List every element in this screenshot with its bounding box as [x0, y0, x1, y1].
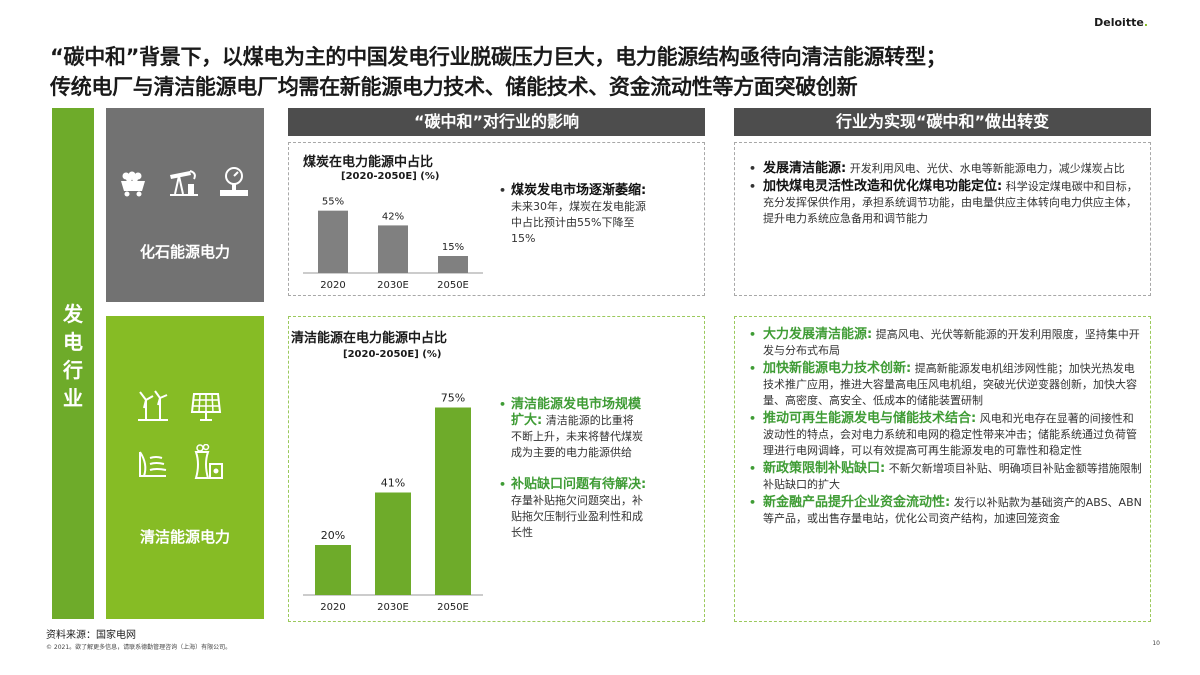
clean-change-list: • 大力发展清洁能源: 提高风电、光伏等新能源的开发利用限度，坚持集中开发与分布式…	[749, 327, 1142, 529]
list-item: • 推动可再生能源发电与储能技术结合: 风电和光电存在显著的间接性和波动性的特点，…	[749, 411, 1137, 457]
nuclear-plant-icon	[194, 444, 223, 479]
coal-cart-icon	[121, 171, 145, 197]
clean-power-block: 清洁能源电力	[106, 316, 264, 619]
power-industry-bar: 发 电 行 业	[52, 108, 94, 619]
data-label-2020: 20%	[321, 529, 345, 542]
clean-impact-item-2: • 补贴缺口问题有待解决: 存量补贴拖欠问题突出，补 贴拖欠压制行业盈利性和成 …	[499, 477, 647, 539]
impact-header: “碳中和”对行业的影响	[288, 108, 705, 136]
title-line-2: 传统电厂与清洁能源电厂均需在新能源电力技术、储能技术、资金流动性等方面突破创新	[50, 75, 858, 99]
fossil-change-list: • 发展清洁能源: 开发利用风电、光伏、水电等新能源电力，减少煤炭占比 • 加快煤电…	[749, 161, 1142, 229]
bar-2050E	[438, 256, 468, 273]
tick-label-2050E: 2050E	[437, 280, 469, 291]
tick-label-2020: 2020	[320, 280, 345, 291]
list-item: • 加快新能源电力技术创新: 提高新能源发电机组涉网性能；加快光热发电技术推广应用…	[749, 361, 1137, 407]
data-label-2050E: 75%	[441, 392, 465, 405]
bar-2030E	[378, 225, 408, 273]
list-item: • 加快煤电灵活性改造和优化煤电功能定位: 科学设定煤电碳中和目标，充分发挥保供作…	[749, 179, 1138, 225]
clean-chart-subtitle: [2020-2050E] (%)	[343, 349, 442, 360]
clean-power-label: 清洁能源电力	[139, 528, 230, 546]
list-item: • 新政策限制补贴缺口: 不新欠新增项目补贴、明确项目补贴金额等措施限制补贴缺口的…	[749, 461, 1142, 491]
coal-chart-title: 煤炭在电力能源中占比	[303, 155, 434, 170]
clean-share-panel: 清洁能源在电力能源中占比 [2020-2050E] (%) 20% 2020 41%…	[288, 316, 705, 622]
data-label-2020: 55%	[322, 197, 344, 208]
hydro-dam-icon	[139, 451, 167, 477]
change-header: 行业为实现“碳中和”做出转变	[734, 108, 1151, 136]
data-label-2050E: 15%	[442, 242, 464, 253]
tick-label-2030E: 2030E	[377, 602, 409, 613]
fossil-power-label: 化石能源电力	[139, 243, 230, 261]
tick-label-2050E: 2050E	[437, 602, 469, 613]
bar-2030E	[375, 492, 411, 595]
gas-meter-icon	[220, 167, 248, 196]
clean-change-panel: • 大力发展清洁能源: 提高风电、光伏等新能源的开发利用限度，坚持集中开发与分布式…	[734, 316, 1151, 622]
page-title: “碳中和”背景下，以煤电为主的中国发电行业脱碳压力巨大，电力能源结构亟待向清洁能…	[50, 42, 1180, 102]
list-item: • 新金融产品提升企业资金流动性: 发行以补贴款为基础资产的ABS、ABN等产品，…	[749, 495, 1142, 525]
copyright-note: © 2021。欲了解更多信息，请联系德勤管理咨询（上海）有限公司。	[46, 644, 232, 651]
wind-turbine-icon	[138, 390, 168, 421]
coal-share-chart: 55% 2020 42% 2030E 15% 2050E	[303, 197, 483, 291]
tick-label-2030E: 2030E	[377, 280, 409, 291]
deloitte-logo: Deloitte.	[1094, 16, 1148, 29]
coal-impact-text: • 煤炭发电市场逐渐萎缩: 未来30年，煤炭在发电能源 中占比预计由55%下降至…	[499, 183, 697, 247]
coal-share-panel: 煤炭在电力能源中占比 [2020-2050E] (%) 55% 2020 42% 20…	[288, 142, 705, 296]
tick-label-2020: 2020	[320, 602, 345, 613]
clean-chart-title: 清洁能源在电力能源中占比	[291, 331, 448, 346]
coal-chart-subtitle: [2020-2050E] (%)	[341, 171, 440, 182]
solar-panel-icon	[190, 393, 222, 421]
fossil-power-block: 化石能源电力	[106, 108, 264, 302]
source-note: 资料来源：国家电网	[46, 630, 136, 641]
bar-2020	[315, 545, 351, 595]
clean-impact-item-1: • 清洁能源发电市场规模 扩大: 清洁能源的比重将 不断上升，未来将替代煤炭 成…	[499, 397, 643, 459]
oil-pump-icon	[170, 170, 198, 196]
page-number: 10	[1152, 640, 1160, 647]
fossil-change-panel: • 发展清洁能源: 开发利用风电、光伏、水电等新能源电力，减少煤炭占比 • 加快煤电…	[734, 142, 1151, 296]
list-item: • 大力发展清洁能源: 提高风电、光伏等新能源的开发利用限度，坚持集中开发与分布式…	[749, 327, 1140, 357]
coal-impact-head: 煤炭发电市场逐渐萎缩:	[511, 183, 647, 198]
data-label-2030E: 41%	[381, 477, 405, 490]
bar-2050E	[435, 407, 471, 595]
power-industry-label: 发 电 行 业	[63, 302, 83, 410]
clean-share-chart: 20% 2020 41% 2030E 75% 2050E	[303, 392, 483, 613]
list-item: • 发展清洁能源: 开发利用风电、光伏、水电等新能源电力，减少煤炭占比	[749, 161, 1125, 176]
bar-2020	[318, 210, 348, 273]
data-label-2030E: 42%	[382, 211, 404, 222]
title-line-1: “碳中和”背景下，以煤电为主的中国发电行业脱碳压力巨大，电力能源结构亟待向清洁能…	[50, 45, 947, 69]
